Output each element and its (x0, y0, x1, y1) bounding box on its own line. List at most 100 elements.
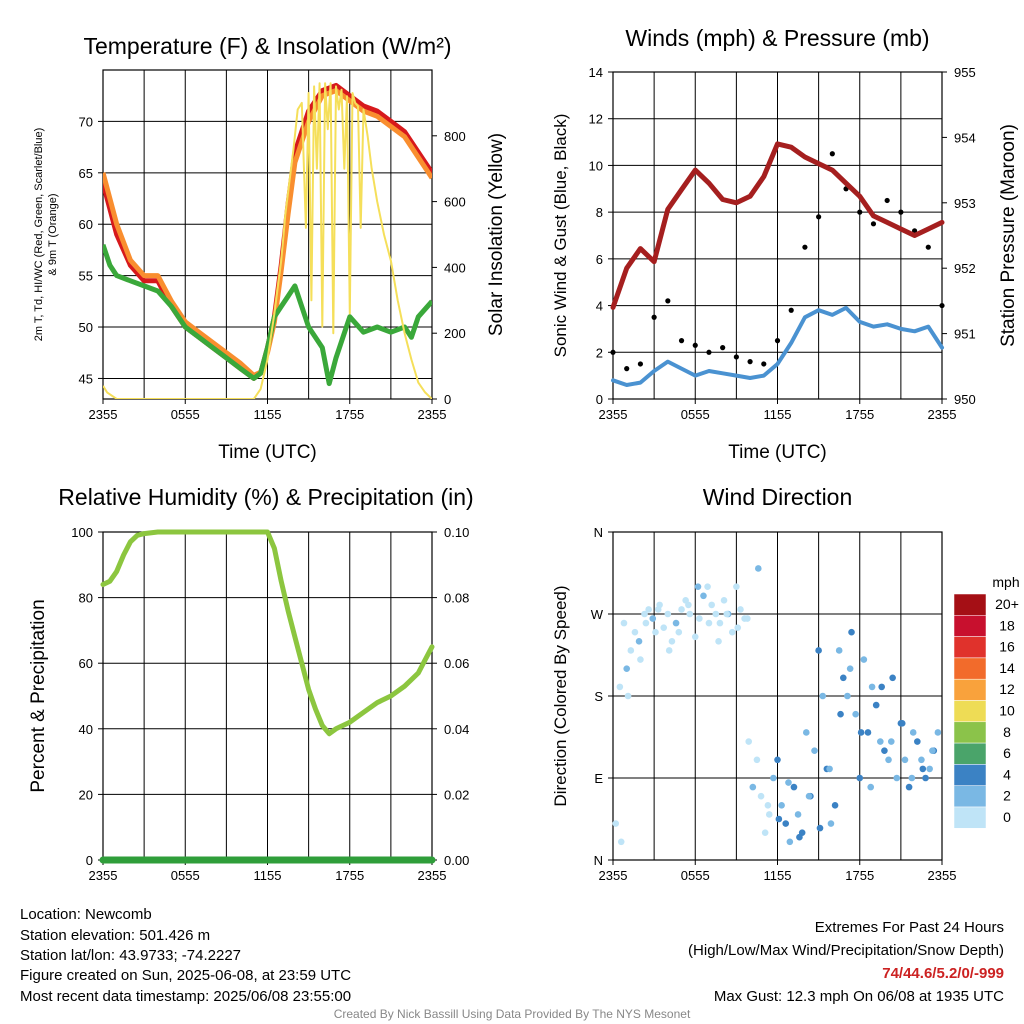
direction-chart-legend-swatch (953, 742, 987, 765)
temp-chart-y2-axis-label: Solar Insolation (Yellow) (486, 133, 507, 336)
direction-chart-legend-label: 10 (999, 703, 1015, 719)
direction-chart-direction-point (844, 692, 851, 700)
wind-chart-gust-point (802, 244, 808, 250)
temp-chart-series-group (103, 82, 432, 399)
direction-chart-direction-point (753, 756, 761, 764)
direction-chart-direction-point (734, 624, 742, 631)
temp-chart-line-td (103, 244, 432, 387)
direction-chart-direction-point (848, 628, 855, 636)
direction-chart-direction-point (877, 738, 884, 745)
direction-chart-direction-point (715, 638, 722, 645)
direction-chart-direction-point (664, 610, 672, 618)
rh-chart-y-tick-label: 80 (79, 591, 93, 606)
info-created: Figure created on Sun, 2025-06-08, at 23… (20, 967, 352, 984)
wind-chart-x-tick-label: 2355 (599, 407, 628, 422)
direction-chart-direction-point (785, 779, 792, 786)
direction-chart-direction-point (852, 710, 859, 718)
direction-chart-direction-point (645, 606, 652, 613)
extremes-max-gust: Max Gust: 12.3 mph On 06/08 at 1935 UTC (713, 988, 1004, 1005)
direction-chart-direction-point (627, 647, 635, 654)
wind-chart-y2-tick-label: 954 (954, 130, 976, 145)
direction-chart-direction-point (705, 619, 713, 627)
info-location: Location: Newcomb (20, 906, 152, 923)
direction-chart-direction-point (815, 647, 822, 654)
wind-chart-gust-point (678, 338, 685, 344)
credit-text: Created By Nick Bassill Using Data Provi… (333, 1007, 691, 1021)
wind-chart-y-tick-label: 14 (589, 65, 603, 80)
wind-chart-y2-tick-label: 951 (954, 327, 976, 342)
direction-chart-direction-point (929, 747, 936, 754)
direction-chart-direction-point (733, 583, 740, 590)
direction-chart-x-tick-label: 1755 (845, 868, 874, 883)
wind-chart-y2-tick-label: 953 (954, 196, 976, 211)
direction-chart-direction-point (668, 638, 676, 645)
direction-chart-direction-point (802, 729, 810, 736)
direction-chart-direction-point (696, 615, 703, 622)
wind-chart-y2-axis-label: Station Pressure (Maroon) (998, 124, 1019, 347)
direction-chart-direction-point (786, 838, 794, 846)
wind-chart-y-tick-label: 4 (596, 299, 603, 314)
direction-chart-direction-point (919, 765, 927, 773)
direction-chart-legend-swatch (953, 764, 987, 786)
direction-chart-direction-point (805, 792, 813, 800)
wind-chart-x-tick-label: 1755 (845, 407, 874, 422)
direction-chart-x-tick-label: 2355 (599, 868, 628, 883)
direction-chart-direction-point (649, 615, 657, 622)
direction-chart-legend-label: 0 (1003, 809, 1011, 825)
wind-chart-line-sonic-wind (611, 305, 944, 387)
wind-chart-y-tick-label: 10 (589, 158, 603, 173)
direction-chart-direction-point (691, 633, 699, 641)
info-latlon: Station lat/lon: 43.9733; -74.2227 (20, 947, 242, 964)
direction-chart-legend-swatch (953, 657, 987, 680)
direction-chart-direction-point (827, 820, 835, 827)
direction-chart-direction-point (642, 619, 650, 627)
temp-chart-y-tick-label: 70 (79, 114, 93, 129)
direction-chart-direction-point (775, 815, 783, 823)
direction-chart-direction-point (617, 838, 625, 846)
wind-chart-gust-point (624, 366, 630, 372)
temp-chart-x-axis-label: Time (UTC) (218, 442, 317, 463)
direction-chart-direction-point (816, 824, 824, 832)
wind-chart-gust-point (761, 361, 767, 367)
direction-chart-direction-point (631, 628, 639, 636)
direction-chart-direction-point (749, 783, 757, 791)
direction-chart-direction-point (761, 829, 769, 836)
direction-chart-direction-point (840, 674, 847, 682)
direction-chart-legend-label: 2 (1003, 788, 1011, 804)
direction-chart-direction-point (893, 774, 901, 782)
rh-chart-x-tick-label: 0555 (171, 868, 200, 883)
direction-chart-direction-point (708, 601, 715, 609)
direction-chart-direction-point (926, 765, 933, 773)
direction-chart-legend-swatch (953, 700, 987, 723)
temp-chart-x-tick-label: 2355 (89, 407, 118, 422)
wind-chart-gust-point (829, 151, 835, 157)
rh-chart-y2-tick-label: 0.08 (444, 591, 469, 606)
info-recent: Most recent data timestamp: 2025/06/08 2… (20, 988, 352, 1005)
direction-chart-direction-point (934, 729, 942, 736)
direction-chart-direction-point (826, 765, 833, 773)
direction-chart-direction-point (654, 606, 662, 613)
wind-chart-gust-point (816, 214, 822, 220)
direction-chart-direction-point (819, 692, 827, 700)
rh-chart-y2-tick-label: 0.04 (444, 722, 469, 737)
direction-chart-direction-point (737, 606, 744, 613)
wind-chart-y-tick-label: 2 (596, 345, 603, 360)
temp-chart-y2-tick-label: 800 (444, 129, 466, 144)
direction-chart-legend-label: 6 (1003, 745, 1011, 761)
direction-chart-direction-point (905, 783, 913, 791)
wind-chart-gust-point (788, 307, 794, 313)
wind-chart-y2-tick-label: 952 (954, 261, 976, 276)
direction-chart-direction-point (860, 656, 868, 663)
wind-chart-gust-point (610, 349, 616, 355)
direction-chart-direction-point (898, 720, 906, 727)
direction-chart-direction-point (764, 802, 772, 809)
rh-chart-x-tick-label: 1155 (254, 868, 282, 883)
extremes-values: 74/44.6/5.2/0/-999 (882, 965, 1004, 982)
wind-chart-gust-point (870, 221, 877, 227)
wind-chart-x-axis-label: Time (UTC) (728, 442, 827, 463)
temp-chart-x-tick-label: 1155 (254, 407, 282, 422)
temp-chart-x-tick-label: 1755 (335, 407, 364, 422)
direction-chart-direction-point (678, 606, 685, 613)
direction-chart-direction-point (757, 792, 765, 800)
wind-chart-gust-point (720, 345, 726, 351)
